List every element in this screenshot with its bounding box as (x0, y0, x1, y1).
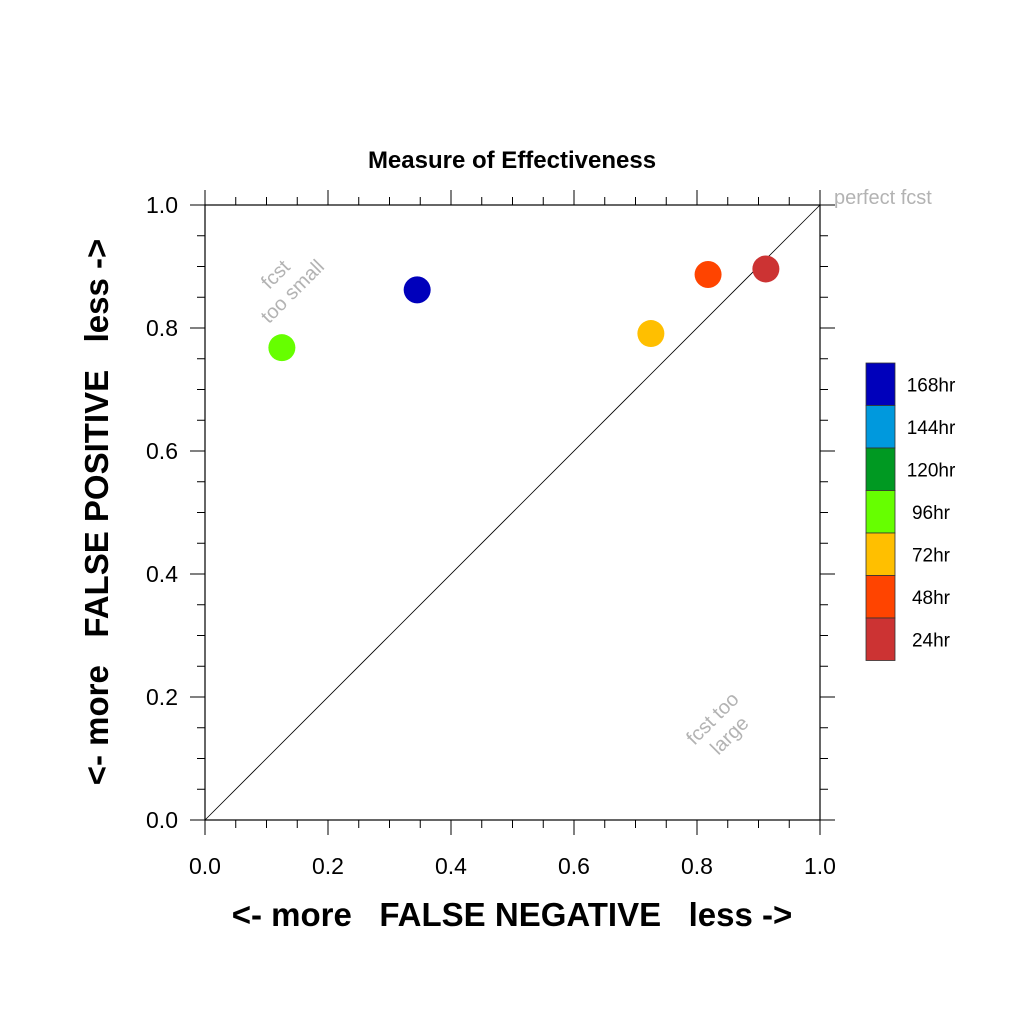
data-point (694, 260, 722, 288)
x-tick-label: 0.8 (681, 853, 713, 879)
data-point (268, 334, 296, 362)
x-axis-label: <- more FALSE NEGATIVE less -> (232, 896, 793, 933)
x-tick-label: 1.0 (804, 853, 836, 879)
legend-label: 96hr (912, 503, 951, 524)
y-tick-label: 0.2 (146, 684, 178, 710)
legend-swatch (865, 490, 896, 534)
legend-label: 72hr (912, 545, 951, 566)
data-points (268, 255, 780, 362)
legend-swatch (865, 447, 896, 491)
y-tick-label: 0.8 (146, 315, 178, 341)
legend-swatch (865, 405, 896, 449)
perfect-fcst-annotation: perfect fcst (834, 187, 932, 209)
legend-swatch (865, 532, 896, 576)
legend-label: 24hr (912, 630, 951, 651)
legend-label: 48hr (912, 588, 951, 609)
data-point (403, 276, 431, 304)
y-tick-label: 0.6 (146, 438, 178, 464)
legend-label: 168hr (907, 375, 956, 396)
legend-label: 120hr (907, 460, 956, 481)
legend-swatch (865, 617, 896, 661)
x-tick-label: 0.4 (435, 853, 467, 879)
y-tick-label: 0.0 (146, 807, 178, 833)
too-small-annotation: fcst too small (257, 256, 329, 328)
data-point (752, 255, 780, 283)
legend-label: 144hr (907, 418, 956, 439)
x-tick-label: 0.6 (558, 853, 590, 879)
perfect-forecast-line (204, 204, 821, 821)
x-tick-label: 0.2 (312, 853, 344, 879)
data-point (637, 320, 665, 348)
chart-title: Measure of Effectiveness (368, 147, 656, 174)
y-tick-label: 1.0 (146, 192, 178, 218)
legend-swatch (865, 362, 896, 406)
x-tick-label: 0.0 (189, 853, 221, 879)
legend-swatch (865, 575, 896, 619)
y-tick-label: 0.4 (146, 561, 178, 587)
too-large-annotation: fcst too large (682, 688, 753, 759)
axis-ticks (190, 190, 835, 835)
y-axis-label: <- more FALSE POSITIVE less -> (78, 239, 115, 786)
legend: 168hr 144hr 120hr 96hr 72hr 48hr 24hr (865, 362, 956, 661)
tick-labels: 0.0 0.2 0.4 0.6 0.8 1.0 0.0 0.2 0.4 0.6 0.8 1.0 (146, 192, 836, 879)
